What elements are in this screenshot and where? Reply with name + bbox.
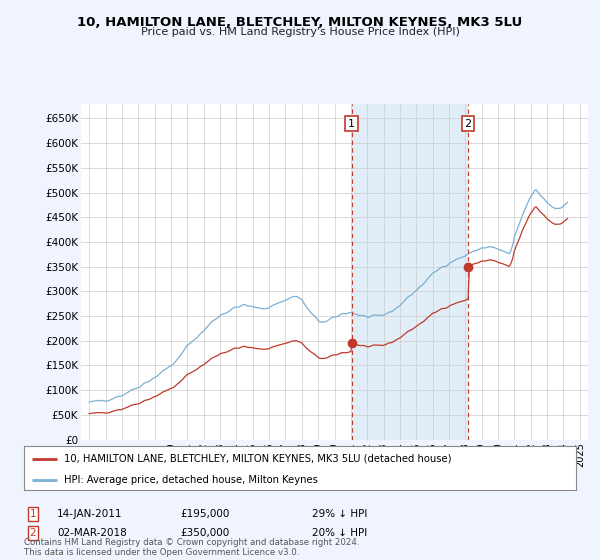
Text: £195,000: £195,000 xyxy=(180,509,229,519)
Text: 14-JAN-2011: 14-JAN-2011 xyxy=(57,509,122,519)
Text: 20% ↓ HPI: 20% ↓ HPI xyxy=(312,528,367,538)
Text: 1: 1 xyxy=(348,119,355,129)
Text: HPI: Average price, detached house, Milton Keynes: HPI: Average price, detached house, Milt… xyxy=(64,475,317,486)
Text: Contains HM Land Registry data © Crown copyright and database right 2024.
This d: Contains HM Land Registry data © Crown c… xyxy=(24,538,359,557)
Text: 10, HAMILTON LANE, BLETCHLEY, MILTON KEYNES, MK3 5LU: 10, HAMILTON LANE, BLETCHLEY, MILTON KEY… xyxy=(77,16,523,29)
Text: 2: 2 xyxy=(464,119,472,129)
Text: £350,000: £350,000 xyxy=(180,528,229,538)
Text: 1: 1 xyxy=(29,509,37,519)
Text: 2: 2 xyxy=(29,528,37,538)
Bar xyxy=(352,104,468,440)
Text: 10, HAMILTON LANE, BLETCHLEY, MILTON KEYNES, MK3 5LU (detached house): 10, HAMILTON LANE, BLETCHLEY, MILTON KEY… xyxy=(64,454,451,464)
Text: 29% ↓ HPI: 29% ↓ HPI xyxy=(312,509,367,519)
Text: 02-MAR-2018: 02-MAR-2018 xyxy=(57,528,127,538)
Text: Price paid vs. HM Land Registry's House Price Index (HPI): Price paid vs. HM Land Registry's House … xyxy=(140,27,460,37)
